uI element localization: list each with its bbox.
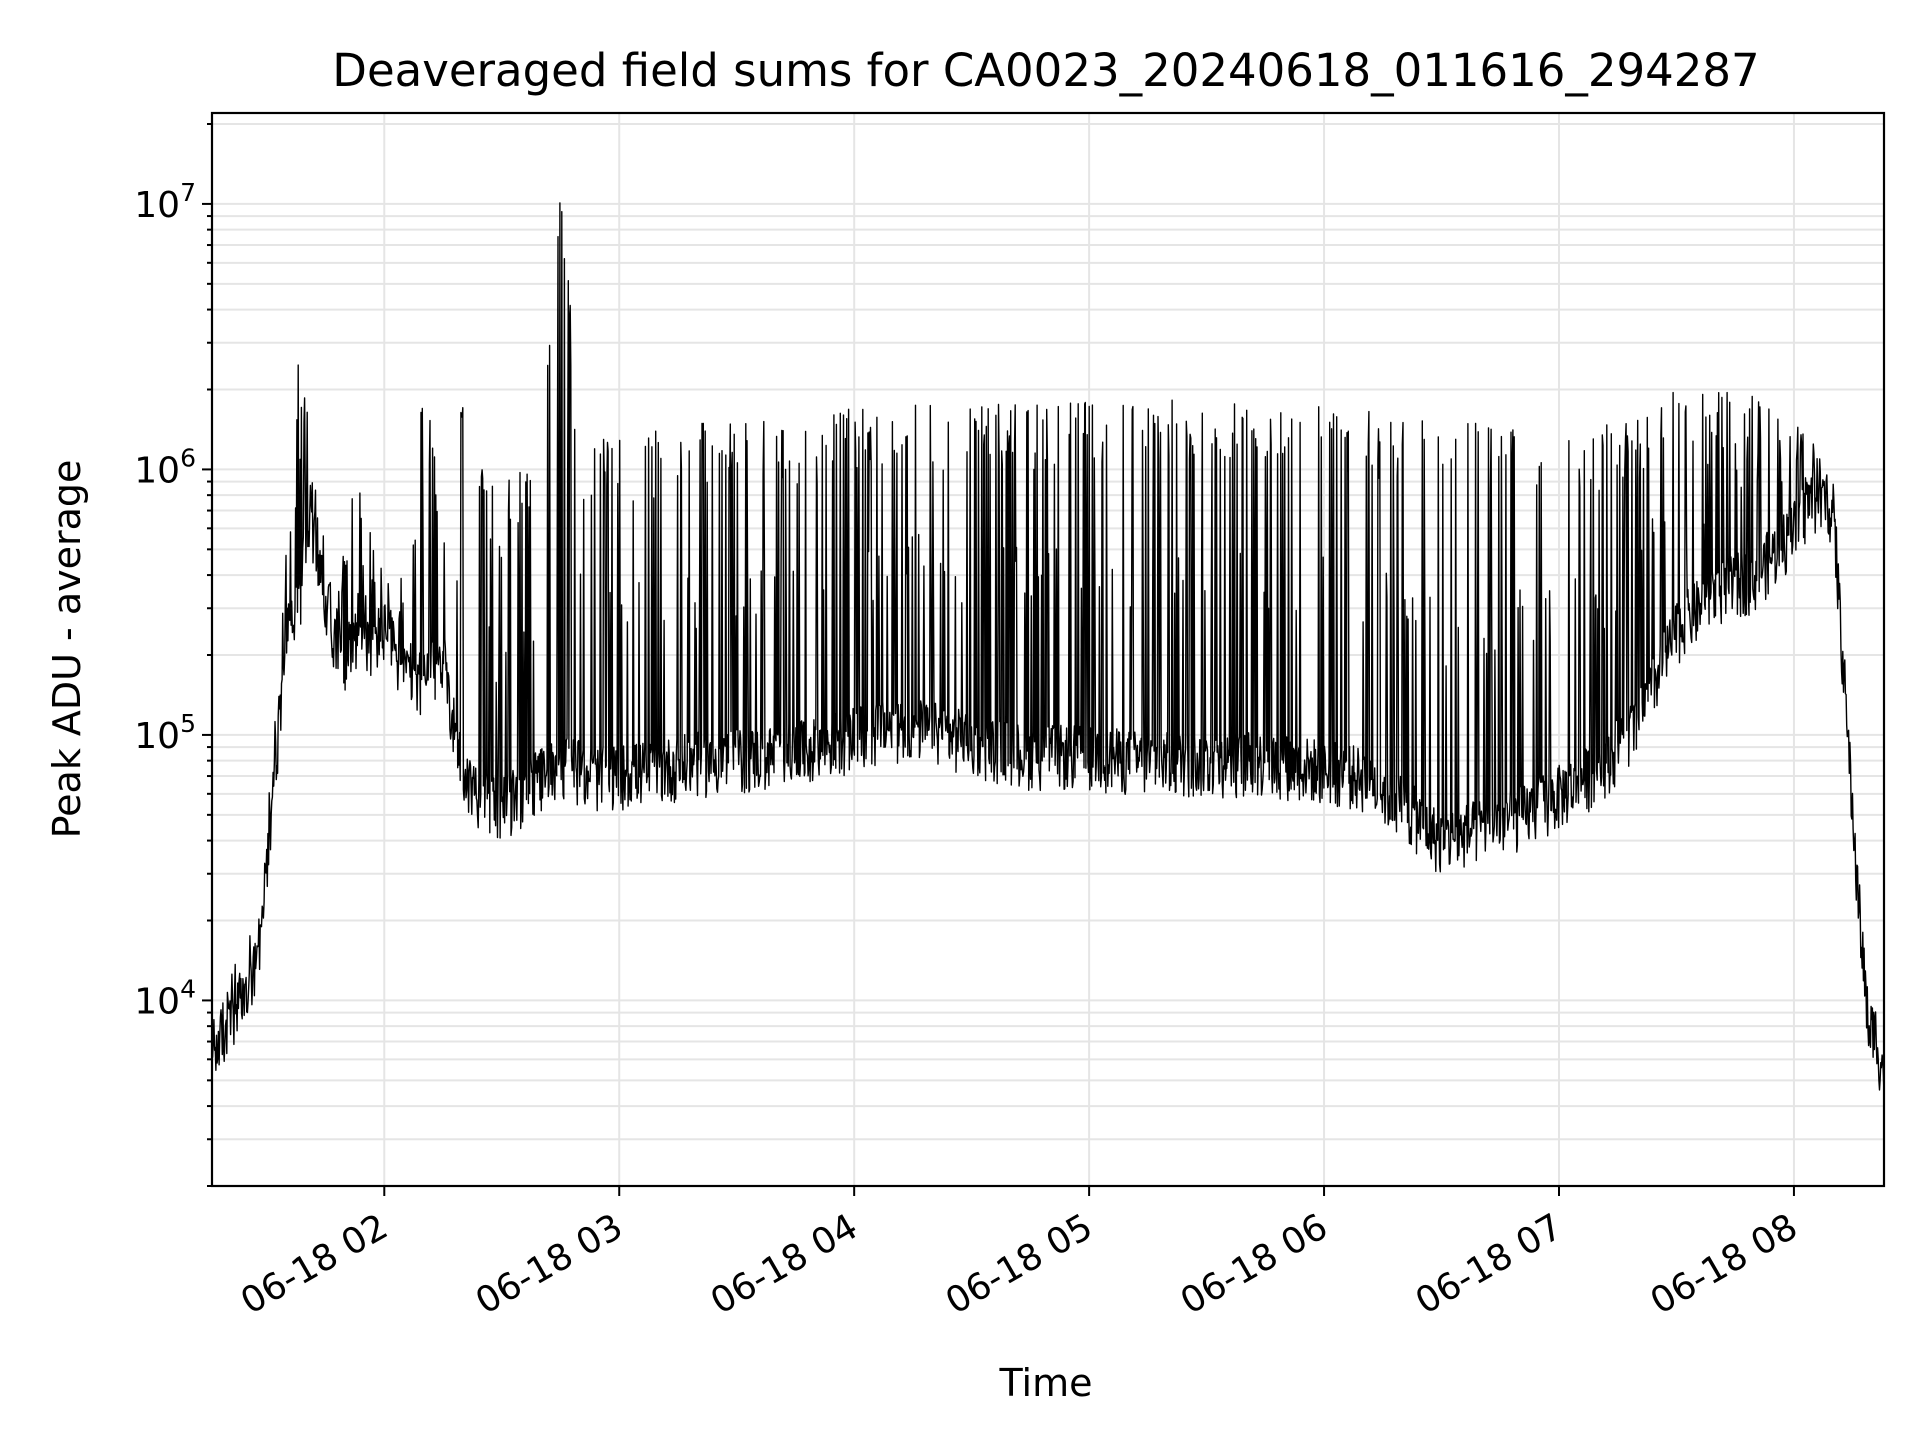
y-axis-label: Peak ADU - average [45,460,89,839]
x-tick-label: 06-18 05 [939,1206,1100,1322]
x-tick-label: 06-18 04 [704,1206,865,1322]
y-tick-base: 10 [134,185,180,226]
y-tick-label: 104 [134,974,196,1022]
y-tick-label: 107 [134,178,196,226]
plot-frame [210,111,1886,1188]
x-tick-label: 06-18 06 [1174,1206,1335,1322]
chart-title: Deaveraged field sums for CA0023_2024061… [332,44,1759,97]
y-tick-exponent: 5 [180,709,196,738]
series-line [211,202,1885,1096]
x-tick-label: 06-18 02 [234,1206,395,1322]
y-tick-base: 10 [134,716,180,757]
x-tick-label: 06-18 07 [1409,1206,1570,1322]
y-tick-exponent: 4 [180,974,196,1003]
y-tick-label: 106 [134,443,196,491]
y-tick-base: 10 [134,450,180,491]
y-tick-label: 105 [134,709,196,757]
x-axis-label: Time [999,1361,1093,1405]
plot-area [211,202,1885,1096]
x-tick-label: 06-18 08 [1644,1206,1805,1322]
x-tick-label: 06-18 03 [469,1206,630,1322]
y-tick-exponent: 6 [180,443,196,472]
y-tick-base: 10 [134,981,180,1022]
x-axis: 06-18 02 06-18 03 06-18 04 06-18 05 06-18 06… [234,1186,1804,1323]
y-tick-exponent: 7 [180,178,196,207]
